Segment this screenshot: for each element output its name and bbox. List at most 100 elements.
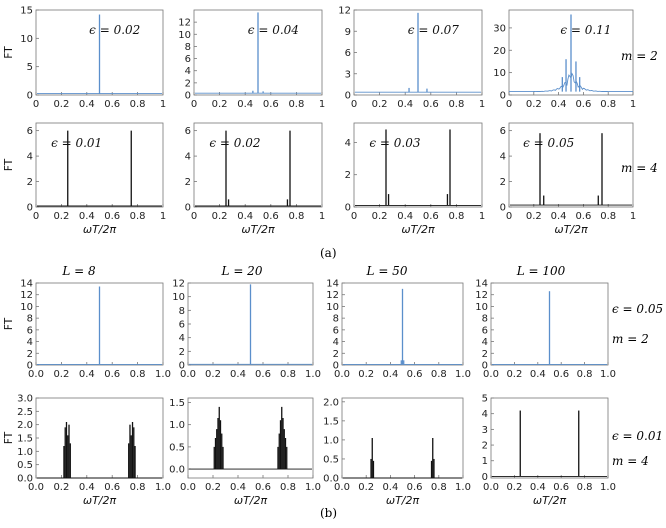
y-tick-label-3: 6 [27, 126, 33, 137]
y-tick-label-4: 8 [333, 314, 339, 325]
panel-b24: 0 1 2 3 4 5 0.0 0.2 0.4 0.6 0.8 1.0 ωT/2π [482, 394, 616, 508]
x-tick-label-4: 0.8 [288, 211, 304, 222]
panel-a24: 0 2 4 6 0 0.2 0.4 0.6 0.8 1 ϵ = 0.05 ωT/2π [500, 122, 636, 236]
x-tick-label-1: 0.2 [372, 211, 388, 222]
x-tick-label-0: 0.0 [28, 369, 44, 380]
col-title-b1: L = 8 [61, 264, 96, 278]
x-tick-label-0: 0 [351, 99, 357, 110]
x-tick-label-2: 0.4 [79, 211, 95, 222]
y-tick-label-0: 0 [333, 361, 339, 372]
y-tick-label-1: 2 [27, 177, 33, 188]
plot-frame [35, 9, 164, 96]
plot-frame [35, 282, 164, 366]
row-label-eps-b1: ϵ = 0.05 [612, 302, 663, 316]
y-tick-label-3: 6 [179, 320, 185, 331]
x-tick-label-3: 0.6 [423, 99, 439, 110]
x-tick-label-0: 0 [191, 99, 197, 110]
x-tick-label-2: 0.4 [237, 211, 253, 222]
panel-a21: 0 2 4 6 0 0.2 0.4 0.6 0.8 1 ϵ = 0.01 FT ωT/2π [3, 122, 166, 236]
x-tick-label-5: 1.0 [600, 369, 616, 380]
y-axis-label: FT [3, 431, 15, 444]
x-tick-label-5: 1 [319, 211, 325, 222]
y-tick-label-1: 2 [345, 170, 351, 181]
x-tick-label-5: 1 [479, 211, 485, 222]
x-tick-label-2: 0.4 [530, 482, 546, 493]
y-tick-label-5: 10 [178, 30, 191, 41]
x-tick-label-4: 0.8 [280, 482, 296, 493]
x-tick-label-3: 0.6 [104, 369, 120, 380]
panel-a22: 0 2 4 6 0 0.2 0.4 0.6 0.8 1 ϵ = 0.02 ωT/2π [185, 122, 325, 236]
y-tick-label-4: 4 [482, 409, 488, 420]
x-tick-label-0: 0 [506, 211, 512, 222]
col-title-b4: L = 100 [516, 264, 566, 278]
panel-annotation: ϵ = 0.05 [523, 136, 574, 150]
y-axis-label: FT [3, 46, 15, 59]
y-tick-label-3: 1.5 [17, 434, 33, 445]
x-tick-label-1: 0.2 [205, 482, 221, 493]
x-tick-label-5: 1 [630, 99, 636, 110]
plot-frame [490, 397, 609, 479]
y-tick-label-0: 0 [27, 203, 33, 214]
plot-frame [353, 122, 483, 208]
plot-frame [187, 397, 314, 479]
x-tick-label-3: 0.6 [553, 482, 569, 493]
panel-a14: 0 10 20 30 0 0.2 0.4 0.6 0.8 1 ϵ = 0.11 [493, 9, 636, 110]
y-tick-label-5: 10 [475, 302, 488, 313]
x-tick-label-1: 0.2 [358, 482, 374, 493]
panel-annotation: ϵ = 0.01 [51, 136, 102, 150]
y-tick-label-7: 14 [326, 279, 339, 290]
x-tick-label-4: 0.8 [448, 211, 464, 222]
y-tick-label-0: 0 [482, 361, 488, 372]
y-tick-label-4: 8 [482, 314, 488, 325]
panel-a11: 0 5 10 15 0 0.2 0.4 0.6 0.8 1 ϵ = 0.02 FT [3, 6, 166, 111]
y-tick-label-2: 20 [493, 46, 506, 57]
x-tick-label-2: 0.4 [397, 211, 413, 222]
y-tick-label-1: 2 [482, 349, 488, 360]
y-tick-label-3: 15 [20, 6, 33, 17]
y-tick-label-5: 5 [482, 394, 488, 405]
x-tick-label-3: 0.6 [104, 99, 120, 110]
y-tick-label-2: 4 [500, 152, 506, 163]
y-tick-label-6: 3.0 [17, 394, 33, 405]
panel-a23: 0 2 4 0 0.2 0.4 0.6 0.8 1 ϵ = 0.03 ωT/2π [345, 122, 485, 236]
panel-a13: 0 3 6 9 12 0 0.2 0.4 0.6 0.8 1 ϵ = 0.07 [338, 6, 485, 111]
x-tick-label-3: 0.6 [575, 99, 591, 110]
y-tick-label-3: 6 [185, 126, 191, 137]
panel-b21: 0.00.51.01.52.02.53.00.0 0.2 0.4 0.6 0.8 1.0F… [3, 394, 171, 508]
plot-frame [490, 282, 609, 366]
y-tick-label-2: 4 [333, 337, 339, 348]
x-axis-label: ωT/2π [83, 494, 117, 507]
x-tick-label-5: 1.0 [600, 482, 616, 493]
x-tick-label-1: 0.2 [205, 369, 221, 380]
x-tick-label-5: 1.0 [155, 369, 171, 380]
x-tick-label-1: 0.2 [506, 482, 522, 493]
x-tick-label-4: 0.8 [130, 211, 146, 222]
x-axis-label: ωT/2π [386, 494, 420, 507]
y-tick-label-2: 4 [482, 337, 488, 348]
row-label-m4-a: m = 4 [621, 161, 658, 175]
y-tick-label-0: 0 [500, 91, 506, 102]
y-tick-label-1: 1 [482, 456, 488, 467]
x-tick-label-2: 0.4 [237, 99, 253, 110]
y-tick-label-2: 4 [345, 138, 351, 149]
x-tick-label-4: 0.8 [431, 482, 447, 493]
y-tick-label-0: 0 [27, 361, 33, 372]
x-tick-label-3: 0.6 [423, 211, 439, 222]
x-tick-label-4: 0.8 [577, 369, 593, 380]
y-tick-label-7: 14 [475, 279, 488, 290]
x-tick-label-2: 0.4 [551, 211, 567, 222]
x-tick-label-1: 0.2 [53, 369, 69, 380]
x-tick-label-2: 0.4 [382, 482, 398, 493]
y-tick-label-2: 2 [482, 441, 488, 452]
x-tick-label-3: 0.6 [407, 369, 423, 380]
x-tick-label-5: 1 [630, 211, 636, 222]
y-tick-label-0: 0 [185, 203, 191, 214]
x-axis-label: ωT/2π [83, 223, 117, 236]
y-tick-label-0: 0.0 [323, 474, 339, 485]
x-tick-label-3: 0.6 [575, 211, 591, 222]
x-tick-label-3: 0.6 [255, 482, 271, 493]
y-tick-label-2: 4 [27, 337, 33, 348]
y-tick-label-1: 0.5 [17, 460, 33, 471]
